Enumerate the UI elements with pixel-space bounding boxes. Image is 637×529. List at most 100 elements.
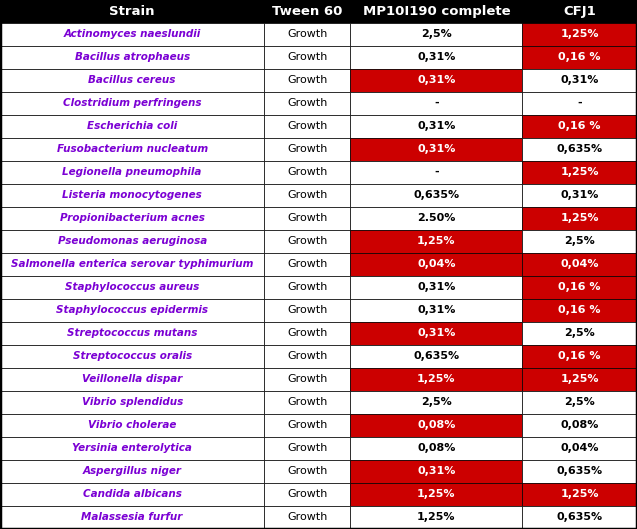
Text: Streptococcus mutans: Streptococcus mutans [67,329,197,339]
Bar [350,45,522,69]
Bar [0,276,264,299]
Bar [350,391,522,414]
Bar [0,253,264,276]
Text: 0,08%: 0,08% [561,421,599,431]
Text: Propionibacterium acnes: Propionibacterium acnes [60,213,204,223]
Text: Growth: Growth [287,52,327,62]
Text: 0,635%: 0,635% [557,513,603,523]
Text: Veillonella dispar: Veillonella dispar [82,375,182,385]
Bar [0,414,264,437]
Text: Growth: Growth [287,443,327,453]
Text: Actinomyces naeslundii: Actinomyces naeslundii [64,29,201,39]
Text: Staphylococcus aureus: Staphylococcus aureus [65,282,199,292]
Bar [0,69,264,92]
Text: Growth: Growth [287,489,327,499]
Text: Yersinia enterolytica: Yersinia enterolytica [72,443,192,453]
Bar [522,299,637,322]
Text: 2,5%: 2,5% [421,29,452,39]
Bar [264,322,350,345]
Bar [0,0,264,23]
Bar [522,253,637,276]
Bar [0,368,264,391]
Bar [522,23,637,45]
Bar [350,184,522,207]
Bar [350,460,522,483]
Text: Growth: Growth [287,213,327,223]
Text: Growth: Growth [287,282,327,292]
Text: Clostridium perfringens: Clostridium perfringens [63,98,201,108]
Text: Streptococcus oralis: Streptococcus oralis [73,351,192,361]
Bar [522,276,637,299]
Text: 1,25%: 1,25% [417,236,455,246]
Bar [264,230,350,253]
Bar [350,92,522,115]
Bar [264,345,350,368]
Bar [0,138,264,161]
Bar [350,506,522,529]
Bar [522,161,637,184]
Text: Growth: Growth [287,144,327,154]
Text: 0,04%: 0,04% [417,259,455,269]
Text: Growth: Growth [287,375,327,385]
Text: 1,25%: 1,25% [417,513,455,523]
Text: -: - [577,98,582,108]
Text: 0,31%: 0,31% [417,282,455,292]
Bar [264,207,350,230]
Bar [264,92,350,115]
Bar [522,483,637,506]
Text: Vibrio cholerae: Vibrio cholerae [88,421,176,431]
Text: Legionella pneumophila: Legionella pneumophila [62,167,202,177]
Text: 0,635%: 0,635% [557,144,603,154]
Text: 1,25%: 1,25% [561,489,599,499]
Text: 0,31%: 0,31% [417,305,455,315]
Text: 0,16 %: 0,16 % [559,121,601,131]
Bar [350,253,522,276]
Bar [522,92,637,115]
Text: Growth: Growth [287,397,327,407]
Bar [264,161,350,184]
Bar [264,299,350,322]
Bar [0,45,264,69]
Text: Tween 60: Tween 60 [272,5,343,18]
Text: 2.50%: 2.50% [417,213,455,223]
Bar [522,138,637,161]
Bar [0,437,264,460]
Text: -: - [434,98,439,108]
Bar [264,414,350,437]
Bar [522,230,637,253]
Bar [264,253,350,276]
Bar [522,391,637,414]
Bar [350,230,522,253]
Text: 0,31%: 0,31% [417,144,455,154]
Bar [264,184,350,207]
Text: 0,31%: 0,31% [561,75,599,85]
Bar [0,345,264,368]
Bar [350,345,522,368]
Text: Growth: Growth [287,305,327,315]
Text: Growth: Growth [287,190,327,200]
Bar [350,23,522,45]
Bar [350,138,522,161]
Bar [264,276,350,299]
Bar [0,23,264,45]
Text: Escherichia coli: Escherichia coli [87,121,177,131]
Bar [0,207,264,230]
Text: Growth: Growth [287,421,327,431]
Text: 0,31%: 0,31% [417,52,455,62]
Bar [264,0,350,23]
Bar [350,276,522,299]
Text: 1,25%: 1,25% [561,167,599,177]
Text: 0,31%: 0,31% [561,190,599,200]
Text: Growth: Growth [287,167,327,177]
Text: Candida albicans: Candida albicans [83,489,182,499]
Text: Growth: Growth [287,121,327,131]
Bar [350,368,522,391]
Bar [0,506,264,529]
Text: 2,5%: 2,5% [564,329,595,339]
Text: CFJ1: CFJ1 [563,5,596,18]
Bar [0,92,264,115]
Text: 0,04%: 0,04% [561,443,599,453]
Text: 1,25%: 1,25% [561,213,599,223]
Text: 0,31%: 0,31% [417,121,455,131]
Bar [522,115,637,138]
